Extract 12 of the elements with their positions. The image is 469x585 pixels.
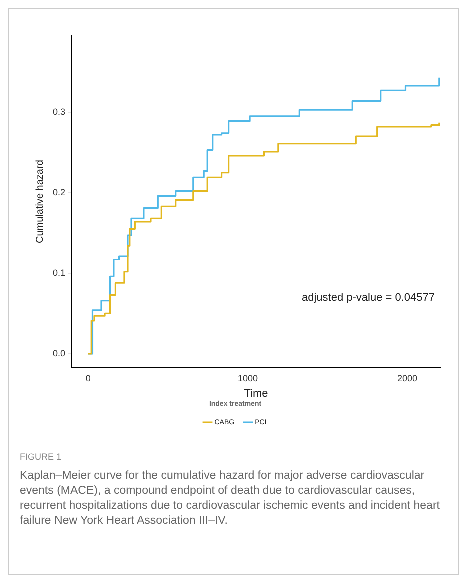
y-tick-label: 0.2 bbox=[52, 187, 66, 198]
text: Kaplan–Meier curve for the cumulative hazard for major adverse cardiovascular events (MACE), a compound endpoint of death due to cardiovascular causes, recurrent hospitalizations due to cardiovascular ischemic events and incident heart failure New York Heart Association III–IV. bbox=[20, 469, 441, 529]
caption: FIGURE 1 bbox=[20, 451, 63, 464]
y-tick-label: 0.3 bbox=[52, 106, 66, 117]
y-tick-label: 0.0 bbox=[52, 348, 66, 358]
x-tick-label: 1000 bbox=[238, 373, 258, 384]
x-tick-label: 0 bbox=[86, 373, 91, 384]
y-axis-title: Cumulative hazard bbox=[34, 160, 46, 244]
y-tick-label: 0.1 bbox=[52, 268, 66, 278]
annotation: adjusted p-value = 0.04577 bbox=[302, 292, 435, 304]
x-axis-title: Time bbox=[244, 388, 268, 400]
x-tick-label: 2000 bbox=[397, 373, 418, 384]
